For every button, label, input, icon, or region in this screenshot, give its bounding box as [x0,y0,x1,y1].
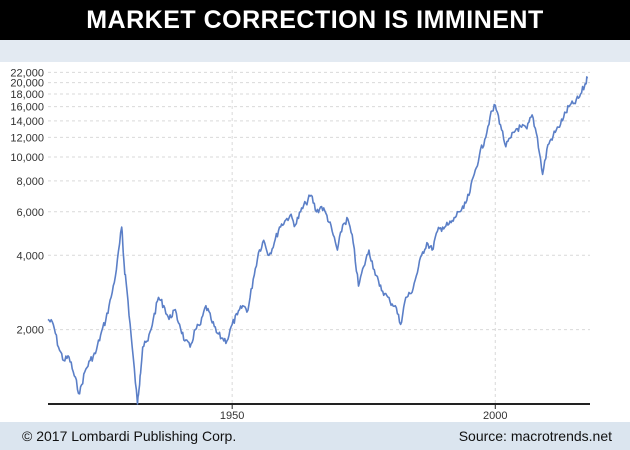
plot-panel [0,62,630,422]
y-tick-label: 16,000 [10,102,44,114]
y-tick-label: 20,000 [10,78,44,90]
y-tick-label: 12,000 [10,132,44,144]
header-band [0,40,630,62]
copyright-text: © 2017 Lombardi Publishing Corp. [22,428,237,444]
chart-title: MARKET CORRECTION IS IMMINENT [0,0,630,40]
y-tick-label: 6,000 [16,207,44,219]
y-tick-label: 8,000 [16,176,44,188]
dow-jones-series-line [47,76,589,405]
y-tick-label: 22,000 [10,67,44,79]
y-tick-label: 18,000 [10,89,44,101]
grid-lines [48,70,590,404]
y-tick-label: 4,000 [16,250,44,262]
x-axis-ticks: 1950 2000 [220,404,508,422]
source-text: Source: macrotrends.net [458,428,612,444]
line-chart: 2,000 4,000 6,000 8,000 10,000 12,000 14,000 16… [10,67,590,422]
x-tick-label: 2000 [483,410,507,422]
footer: © 2017 Lombardi Publishing Corp. Source:… [0,422,630,450]
y-tick-label: 14,000 [10,116,44,128]
y-tick-label: 10,000 [10,152,44,164]
y-tick-label: 2,000 [16,325,44,337]
y-axis-ticks: 2,000 4,000 6,000 8,000 10,000 12,000 14,000 16… [10,67,44,336]
x-tick-label: 1950 [220,410,244,422]
